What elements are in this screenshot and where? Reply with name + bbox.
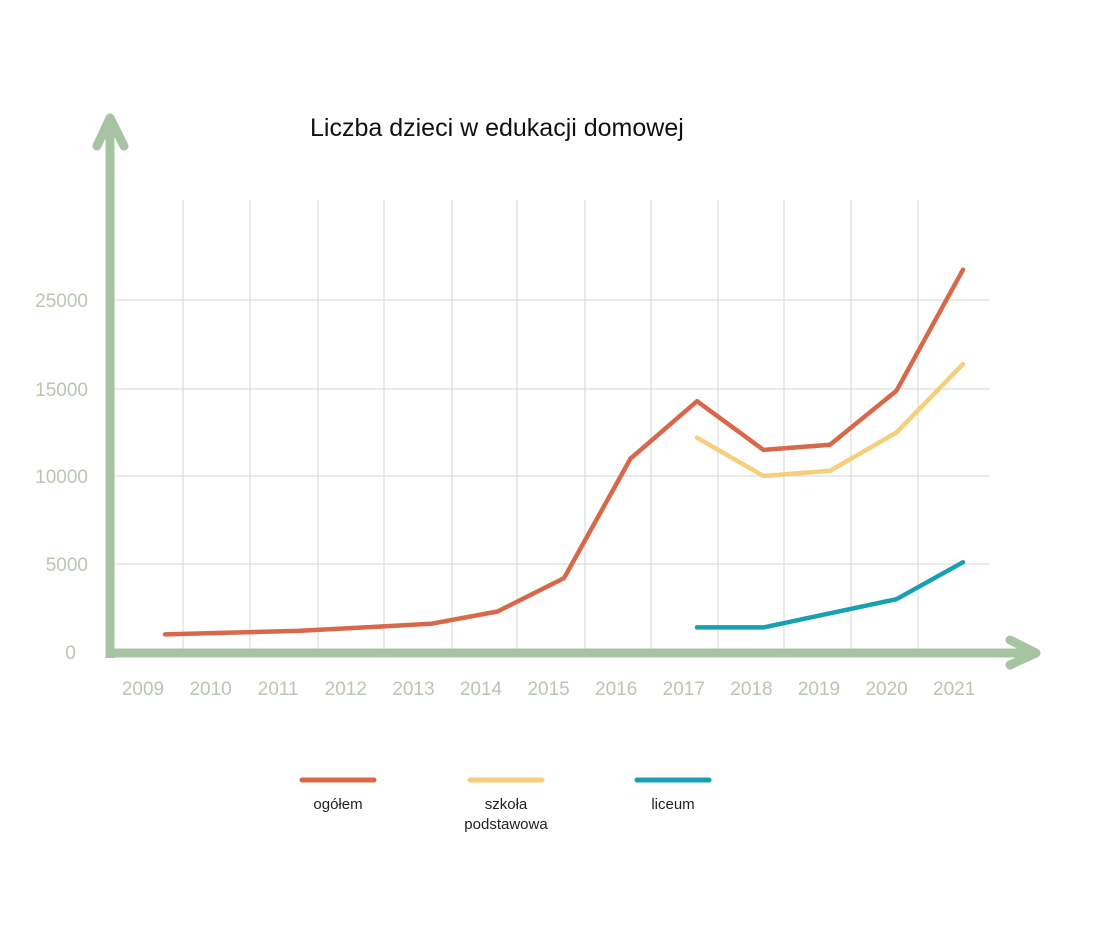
y-tick-label: 5000: [46, 555, 88, 576]
x-axis-arrow: [1005, 635, 1041, 670]
x-tick-label: 2009: [122, 679, 164, 700]
x-tick-label: 2014: [460, 679, 503, 700]
legend-label: liceum: [651, 796, 694, 813]
x-tick-label: 2012: [325, 679, 367, 700]
legend-label: ogółem: [313, 796, 362, 813]
grid: [110, 200, 990, 652]
series-line-ogółem: [162, 267, 966, 637]
x-tick-label: 2015: [527, 679, 569, 700]
y-tick-labels: 0 5000 10000 15000 25000: [35, 291, 88, 664]
x-tick-label: 2018: [730, 679, 772, 700]
x-tick-label: 2019: [798, 679, 840, 700]
x-tick-label: 2021: [933, 679, 975, 700]
x-tick-label: 2011: [258, 679, 299, 700]
legend-label: szkoła: [485, 796, 528, 813]
x-tick-label: 2016: [595, 679, 637, 700]
x-tick-labels: 2009 2010 2011 2012 2013 2014 2015 2016 2017 2018…: [122, 679, 975, 700]
series-lines: [162, 267, 966, 637]
x-tick-label: 2013: [392, 679, 434, 700]
x-tick-label: 2017: [663, 679, 705, 700]
y-tick-label: 15000: [35, 380, 88, 401]
x-tick-label: 2010: [189, 679, 231, 700]
y-tick-label: 0: [65, 643, 76, 664]
series-line-szkoła-podstawowa: [694, 361, 966, 479]
y-tick-label: 10000: [35, 467, 88, 488]
axes: [92, 113, 1041, 670]
x-tick-label: 2020: [865, 679, 907, 700]
series-line-liceum: [694, 559, 966, 630]
legend: ogółem szkoła podstawowa liceum: [299, 777, 712, 833]
y-tick-label: 25000: [35, 291, 88, 312]
chart-title: Liczba dzieci w edukacji domowej: [310, 114, 684, 142]
legend-label: podstawowa: [464, 816, 548, 833]
y-axis-arrow: [92, 113, 129, 151]
